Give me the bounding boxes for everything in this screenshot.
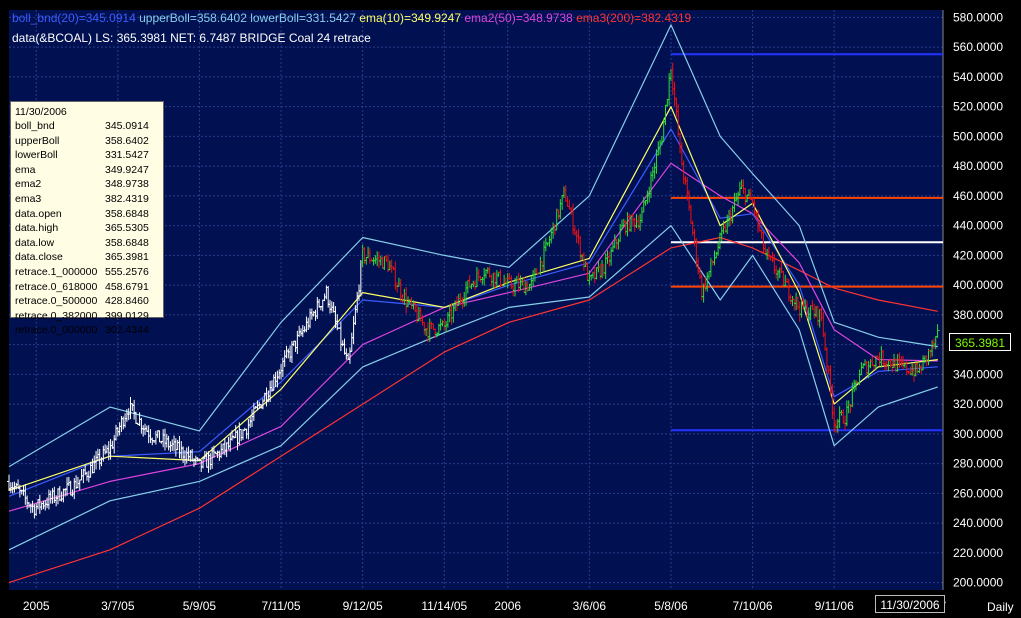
legend-entry: boll_bnd(20)=345.0914 <box>12 11 136 25</box>
x-tick-label: 2005 <box>23 599 50 613</box>
tooltip-row: retrace.0_618000 458.6791 <box>15 280 159 295</box>
lowerboll-line <box>8 225 938 551</box>
legend-entry: upperBoll=358.6402 <box>135 11 247 25</box>
y-tick-label: 480.0000 <box>953 159 1003 173</box>
y-tick-label: 260.0000 <box>953 486 1003 500</box>
tooltip-row: retrace.0_000000 302.4344 <box>15 323 159 338</box>
tooltip-value: 358.6402 <box>105 134 149 147</box>
legend-entry: lowerBoll=331.5427 <box>246 11 356 25</box>
tooltip-row: ema2 348.9738 <box>15 177 159 192</box>
x-tick-label: 5/9/05 <box>183 599 217 613</box>
tooltip-key: boll_bnd <box>15 120 55 132</box>
tooltip-row: retrace.0_382000 399.0129 <box>15 309 159 324</box>
ema3-200--line <box>8 236 938 584</box>
tooltip-value: 365.5305 <box>105 222 149 235</box>
tooltip-key: data.open <box>15 207 62 220</box>
tooltip-value: 399.0129 <box>105 309 149 322</box>
y-tick-label: 380.0000 <box>953 308 1003 322</box>
x-tick-label: 7/10/06 <box>733 599 773 613</box>
x-tick-label: 2006 <box>494 599 521 613</box>
tooltip-row: ema 349.9247 <box>15 163 159 178</box>
tooltip-key: retrace.0_000000 <box>15 324 98 337</box>
x-tick-label: 9/11/06 <box>815 599 854 613</box>
tooltip-row: boll_bnd 345.0914 <box>15 119 159 134</box>
tooltip-value: 428.8460 <box>105 295 149 308</box>
x-tick-label: 3/6/06 <box>573 599 607 613</box>
tooltip-key: data.close <box>15 251 63 264</box>
tooltip-key: ema <box>15 163 36 176</box>
y-tick-label: 400.0000 <box>953 278 1003 292</box>
boll-bnd-20--line <box>8 128 938 497</box>
last-value-badge: 365.3981 <box>949 333 1011 351</box>
x-tick-label: 11/14/05 <box>421 599 467 613</box>
tooltip-key: ema2 <box>15 178 42 191</box>
tooltip-row: upperBoll 358.6402 <box>15 134 159 149</box>
tooltip-row: data.close 365.3981 <box>15 250 159 265</box>
y-tick-label: 440.0000 <box>953 219 1003 233</box>
y-tick-label: 560.0000 <box>953 40 1003 54</box>
tooltip-value: 302.4344 <box>105 324 149 337</box>
tooltip-row: data.open 358.6848 <box>15 207 159 222</box>
tooltip-row: retrace.0_500000 428.8460 <box>15 294 159 309</box>
tooltip-value: 358.6848 <box>105 207 149 220</box>
y-tick-label: 220.0000 <box>953 546 1003 560</box>
tooltip-value: 555.2576 <box>105 265 149 278</box>
legend-entry: ema(10)=349.9247 <box>355 11 462 25</box>
legend-entry: ema3(200)=382.4319 <box>572 11 692 25</box>
tooltip-key: retrace.0_618000 <box>15 280 98 293</box>
tooltip-value: 331.5427 <box>105 149 149 162</box>
tooltip-key: ema3 <box>15 192 42 205</box>
y-tick-label: 420.0000 <box>953 248 1003 262</box>
cursor-date-badge: 11/30/2006 <box>875 595 945 613</box>
tooltip-key: lowerBoll <box>15 149 58 162</box>
upperboll-line <box>8 24 938 468</box>
x-tick-label: 3/7/05 <box>101 599 135 613</box>
indicator-legend: boll_bnd(20)=345.0914 upperBoll=358.6402… <box>12 11 691 25</box>
tooltip-value: 345.0914 <box>105 120 149 132</box>
tooltip-value: 349.9247 <box>105 163 149 176</box>
tooltip-key: data.high <box>15 222 59 235</box>
y-tick-label: 520.0000 <box>953 100 1003 114</box>
tooltip-value: 382.4319 <box>105 192 149 205</box>
y-tick-label: 500.0000 <box>953 129 1003 143</box>
tooltip-value: 365.3981 <box>105 251 149 264</box>
data-tooltip: 11/30/2006 boll_bnd 345.0914 upperBoll 358.… <box>10 101 164 336</box>
period-label[interactable]: Daily <box>987 600 1014 614</box>
symbol-summary: data(&BCOAL) LS: 365.3981 NET: 6.7487 BR… <box>12 31 371 45</box>
tooltip-row: ema3 382.4319 <box>15 192 159 207</box>
y-tick-label: 320.0000 <box>953 397 1003 411</box>
legend-entry: ema2(50)=348.9738 <box>461 11 573 25</box>
tooltip-key: data.low <box>15 236 55 249</box>
tooltip-value: 458.6791 <box>105 280 149 293</box>
tooltip-key: retrace.1_000000 <box>15 265 98 278</box>
tooltip-row: data.high 365.5305 <box>15 221 159 236</box>
y-tick-label: 300.0000 <box>953 427 1003 441</box>
y-tick-label: 240.0000 <box>953 516 1003 530</box>
tooltip-row: retrace.1_000000 555.2576 <box>15 265 159 280</box>
y-tick-label: 540.0000 <box>953 70 1003 84</box>
tooltip-key: upperBoll <box>15 134 60 147</box>
tooltip-value: 358.6848 <box>105 236 149 249</box>
tooltip-value: 348.9738 <box>105 178 149 191</box>
ema-10--line <box>8 106 938 491</box>
x-tick-label: 9/12/05 <box>343 599 383 613</box>
y-tick-label: 280.0000 <box>953 457 1003 471</box>
tooltip-row: data.low 358.6848 <box>15 236 159 251</box>
y-tick-label: 580.0000 <box>953 10 1003 24</box>
tooltip-row: lowerBoll 331.5427 <box>15 148 159 163</box>
tooltip-key: retrace.0_382000 <box>15 309 98 322</box>
tooltip-key: retrace.0_500000 <box>15 295 98 308</box>
x-tick-label: 5/8/06 <box>654 599 688 613</box>
tooltip-date: 11/30/2006 <box>15 106 67 118</box>
y-tick-label: 460.0000 <box>953 189 1003 203</box>
y-tick-label: 340.0000 <box>953 367 1003 381</box>
y-tick-label: 200.0000 <box>953 576 1003 590</box>
x-tick-label: 7/11/05 <box>261 599 300 613</box>
